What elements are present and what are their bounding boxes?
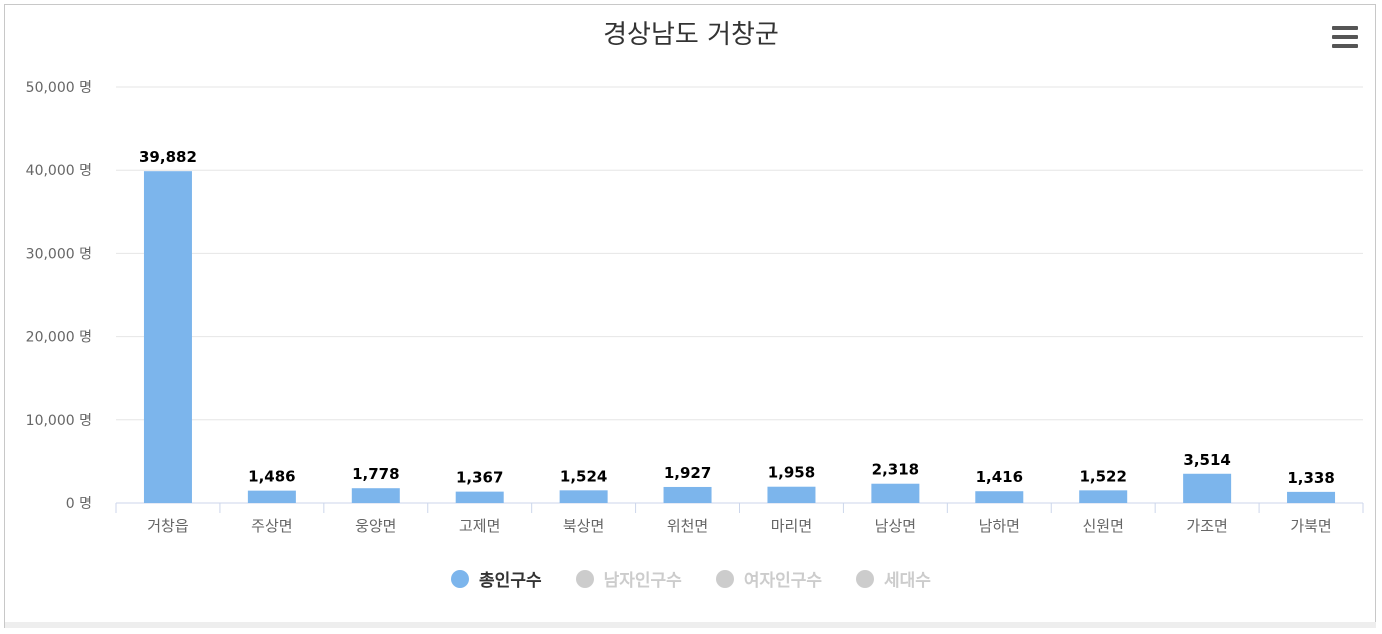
legend-label: 여자인구수 (743, 571, 823, 591)
x-tick-label: 거창읍 (147, 517, 188, 535)
legend-label: 남자인구수 (603, 571, 682, 591)
y-tick-label: 0 명 (66, 496, 92, 512)
x-tick-label: 고제면 (459, 517, 500, 535)
data-label: 39,882 (139, 148, 197, 166)
bar-chart: 0 명 10,000 명 20,000 명 30,000 명 40,000 명 50,00… (26, 80, 1364, 535)
y-tick-label: 50,000 명 (26, 80, 92, 96)
legend-label: 세대수 (884, 571, 931, 591)
bar (975, 491, 1024, 503)
x-tick-label: 주상면 (251, 517, 292, 535)
data-label: 1,927 (664, 464, 711, 482)
data-label: 2,318 (872, 461, 919, 479)
data-label: 1,958 (768, 464, 815, 482)
legend-item[interactable]: 총인구수 (451, 566, 542, 591)
chart-title: 경상남도 거창군 (603, 20, 779, 50)
legend-item[interactable]: 세대수 (856, 566, 931, 591)
data-label: 1,486 (248, 468, 295, 486)
legend-dot-icon (856, 569, 875, 588)
data-label: 1,416 (976, 468, 1023, 486)
bottom-strip (5, 622, 1376, 628)
data-label: 1,522 (1079, 467, 1126, 485)
legend-item[interactable]: 남자인구수 (575, 566, 682, 591)
legend-dot-icon (451, 569, 470, 588)
hamburger-icon-bar (1332, 26, 1358, 30)
chart-menu-button[interactable] (1330, 26, 1360, 50)
data-label: 1,367 (456, 469, 503, 487)
x-tick-label: 가조면 (1186, 517, 1227, 535)
x-tick-label: 신원면 (1083, 517, 1124, 535)
y-tick-label: 20,000 명 (26, 330, 92, 346)
y-tick-label: 10,000 명 (26, 413, 92, 429)
chart-container (4, 4, 1376, 628)
data-label: 1,338 (1287, 469, 1334, 487)
data-label: 3,514 (1183, 451, 1230, 469)
bar (767, 486, 816, 503)
legend-item[interactable]: 여자인구수 (715, 566, 823, 591)
x-tick-label: 위천면 (667, 517, 708, 535)
x-tick-label: 가북면 (1290, 517, 1331, 535)
bar (663, 486, 712, 503)
legend-label: 총인구수 (479, 571, 542, 591)
legend-dot-icon (575, 569, 594, 588)
bar (559, 490, 608, 503)
bar (351, 488, 400, 503)
bar (871, 483, 920, 503)
y-tick-label: 30,000 명 (26, 246, 92, 262)
bar (143, 171, 192, 503)
x-tick-label: 남하면 (979, 517, 1020, 535)
x-tick-label: 마리면 (771, 517, 812, 535)
bar (1287, 491, 1336, 503)
y-tick-label: 40,000 명 (26, 163, 92, 179)
x-tick-label: 웅양면 (355, 517, 396, 535)
bar (1183, 473, 1232, 503)
hamburger-icon-bar (1332, 35, 1358, 39)
bar (1079, 490, 1128, 503)
legend: 총인구수 남자인구수 여자인구수 세대수 (0, 566, 1382, 591)
legend-dot-icon (715, 569, 734, 588)
data-label: 1,524 (560, 467, 607, 485)
x-tick-label: 남상면 (875, 517, 916, 535)
data-label: 1,778 (352, 465, 399, 483)
x-tick-label: 북상면 (563, 517, 604, 535)
bar (455, 491, 504, 503)
hamburger-icon-bar (1332, 44, 1358, 48)
bar (247, 490, 296, 503)
